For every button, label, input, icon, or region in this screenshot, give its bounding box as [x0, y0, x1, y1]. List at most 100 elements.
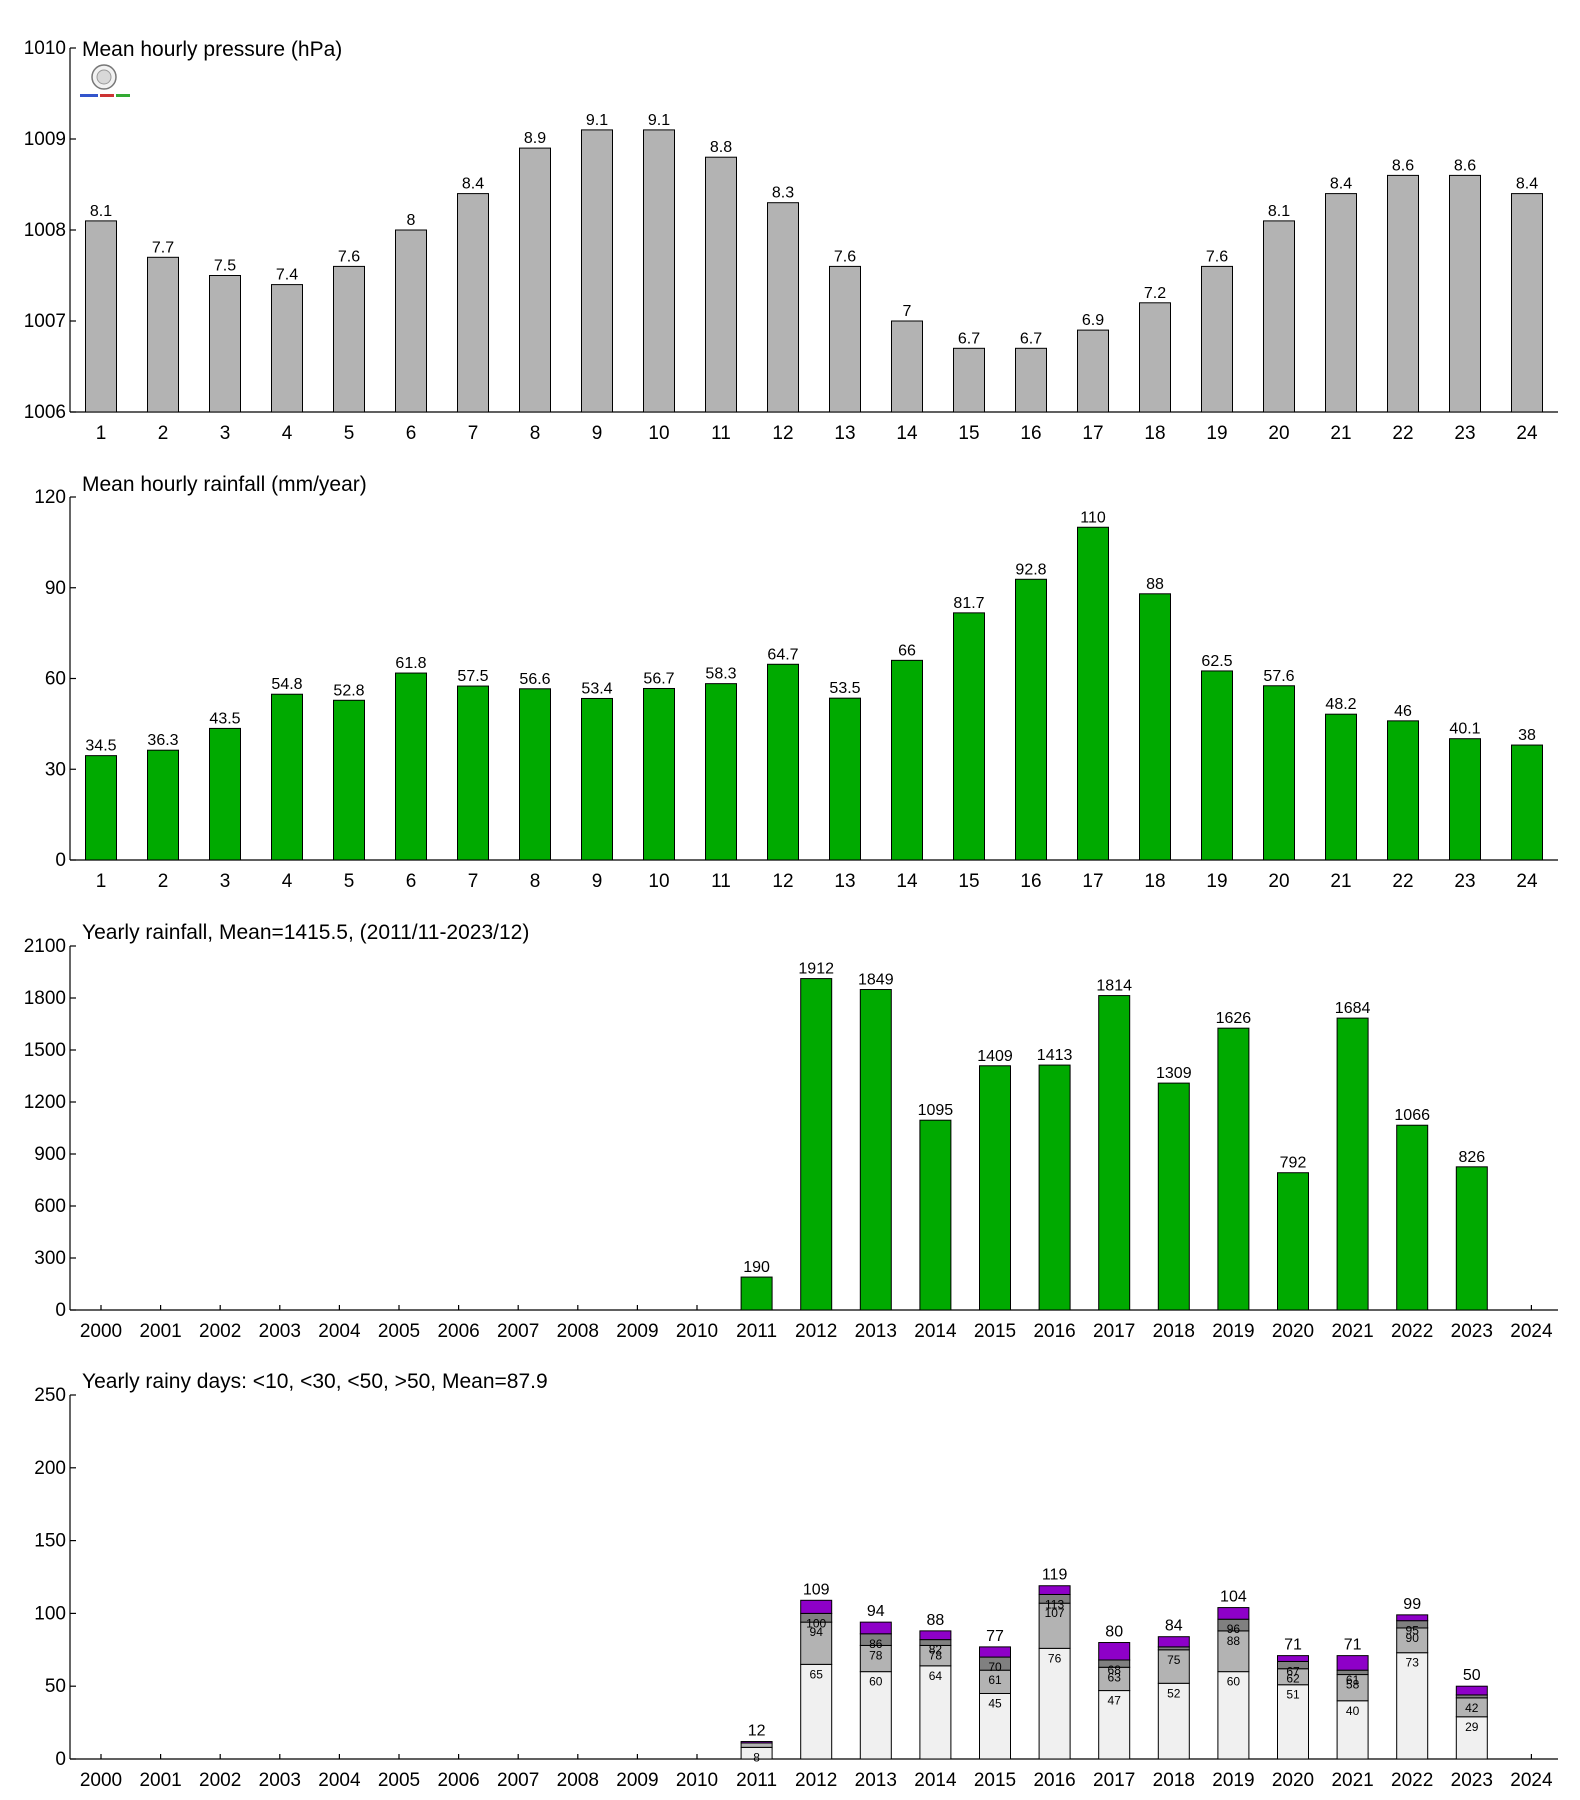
- x-tick-label: 14: [896, 423, 918, 444]
- x-tick-label: 2004: [318, 1321, 361, 1342]
- bar: [1336, 1017, 1369, 1311]
- x-tick-label: 2003: [259, 1321, 301, 1342]
- bar-total-label: 12: [748, 1723, 766, 1740]
- bar: [891, 659, 923, 861]
- y-tick-label: 900: [34, 1144, 66, 1165]
- bar-value-label: 1814: [1096, 978, 1132, 995]
- x-tick-label: 2002: [199, 1321, 241, 1342]
- x-tick-label: 2016: [1033, 1770, 1075, 1791]
- bar-value-label: 1066: [1394, 1107, 1430, 1124]
- stacked-bar-segment: [740, 1742, 773, 1748]
- segment-value-label: 94: [810, 1625, 824, 1639]
- stacked-bar-segment: [1336, 1700, 1369, 1760]
- x-tick-label: 22: [1392, 871, 1413, 892]
- bar-value-label: 6.9: [1082, 312, 1104, 329]
- x-tick-label: 17: [1082, 871, 1103, 892]
- bar-value-label: 66: [898, 642, 916, 659]
- x-tick-label: 18: [1144, 423, 1165, 444]
- stacked-bar-segment: [1098, 1690, 1131, 1760]
- x-tick-label: 2024: [1510, 1321, 1553, 1342]
- bar-value-label: 7.6: [834, 248, 856, 265]
- bar: [395, 229, 427, 413]
- bar-value-label: 61.8: [395, 655, 426, 672]
- bar-value-label: 56.7: [643, 670, 674, 687]
- x-tick-label: 2: [158, 423, 169, 444]
- x-tick-label: 2012: [795, 1321, 837, 1342]
- x-tick-label: 11: [711, 423, 731, 444]
- bar-value-label: 8.4: [1330, 176, 1352, 193]
- stacked-bar-segment: [1038, 1647, 1071, 1760]
- bar-value-label: 8.6: [1392, 157, 1414, 174]
- x-tick-label: 20: [1268, 423, 1289, 444]
- bar-value-label: 1309: [1156, 1065, 1192, 1082]
- segment-value-label: 8: [753, 1750, 760, 1764]
- x-tick-label: 2017: [1093, 1321, 1135, 1342]
- x-tick-label: 6: [406, 871, 417, 892]
- x-tick-label: 2020: [1272, 1770, 1314, 1791]
- stacked-bar-segment: [1396, 1614, 1429, 1622]
- bar-value-label: 54.8: [271, 676, 302, 693]
- bar-value-label: 8.8: [710, 139, 732, 156]
- x-tick-label: 21: [1330, 423, 1351, 444]
- bar: [800, 978, 833, 1311]
- segment-value-label: 95: [1406, 1624, 1420, 1638]
- x-tick-label: 11: [711, 871, 731, 892]
- bar: [829, 697, 861, 861]
- chart-title: Mean hourly pressure (hPa): [82, 38, 342, 61]
- y-tick-label: 1007: [24, 311, 66, 332]
- x-tick-label: 2024: [1510, 1770, 1553, 1791]
- x-tick-label: 2009: [616, 1770, 658, 1791]
- segment-value-label: 42: [1465, 1701, 1479, 1715]
- bar-value-label: 6.7: [958, 330, 980, 347]
- bar: [1015, 347, 1047, 413]
- bar: [1139, 593, 1171, 861]
- bar: [1201, 670, 1233, 861]
- stacked-bar-segment: [859, 1644, 892, 1673]
- bar: [271, 284, 303, 413]
- bar-value-label: 1413: [1037, 1047, 1073, 1064]
- x-tick-label: 2021: [1331, 1770, 1373, 1791]
- segment-value-label: 45: [988, 1696, 1002, 1710]
- x-tick-label: 4: [282, 871, 293, 892]
- x-tick-label: 24: [1516, 423, 1538, 444]
- x-tick-label: 2020: [1272, 1321, 1314, 1342]
- bar: [395, 672, 427, 861]
- bar: [1277, 1172, 1309, 1311]
- bar-total-label: 119: [1042, 1567, 1068, 1584]
- x-tick-label: 7: [468, 423, 479, 444]
- bar-total-label: 71: [1284, 1637, 1302, 1654]
- y-tick-label: 150: [34, 1531, 66, 1552]
- bar-value-label: 53.4: [581, 680, 612, 697]
- bar-total-label: 71: [1344, 1637, 1362, 1654]
- segment-value-label: 60: [869, 1675, 883, 1689]
- y-tick-label: 1500: [24, 1040, 66, 1061]
- x-tick-label: 2010: [676, 1770, 718, 1791]
- x-tick-label: 2011: [736, 1770, 777, 1791]
- bar-value-label: 7.5: [214, 258, 236, 275]
- x-tick-label: 2018: [1153, 1770, 1195, 1791]
- x-tick-label: 2014: [914, 1770, 957, 1791]
- x-tick-label: 9: [592, 871, 603, 892]
- x-tick-label: 2005: [378, 1770, 420, 1791]
- x-tick-label: 10: [648, 423, 669, 444]
- bar: [333, 699, 365, 861]
- bar-value-label: 6.7: [1020, 330, 1042, 347]
- segment-value-label: 62: [1286, 1672, 1300, 1686]
- bar-value-label: 1849: [858, 972, 894, 989]
- bar: [1038, 1064, 1071, 1311]
- bar-value-label: 46: [1394, 703, 1412, 720]
- x-tick-label: 19: [1206, 423, 1227, 444]
- segment-value-label: 64: [929, 1669, 943, 1683]
- stacked-bar-segment: [1277, 1655, 1309, 1662]
- bar: [1157, 1082, 1190, 1311]
- bar: [1077, 329, 1109, 413]
- x-tick-label: 2007: [497, 1770, 539, 1791]
- y-tick-label: 300: [34, 1248, 66, 1269]
- bar-value-label: 43.5: [209, 710, 240, 727]
- x-tick-label: 2021: [1331, 1321, 1373, 1342]
- stacked-bar-segment: [1455, 1716, 1488, 1760]
- y-tick-label: 2100: [24, 936, 66, 957]
- bar: [829, 265, 861, 413]
